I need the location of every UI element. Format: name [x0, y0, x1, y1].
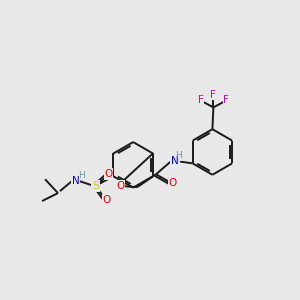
Text: S: S [92, 181, 99, 191]
Text: N: N [72, 176, 80, 186]
Text: F: F [223, 95, 229, 106]
Text: O: O [116, 181, 124, 191]
Text: H: H [176, 151, 182, 160]
Text: N: N [171, 156, 179, 167]
Text: F: F [198, 95, 203, 106]
Text: F: F [211, 89, 216, 100]
Text: O: O [104, 169, 112, 179]
Text: O: O [102, 195, 111, 205]
Text: O: O [169, 178, 177, 188]
Text: H: H [78, 171, 85, 180]
